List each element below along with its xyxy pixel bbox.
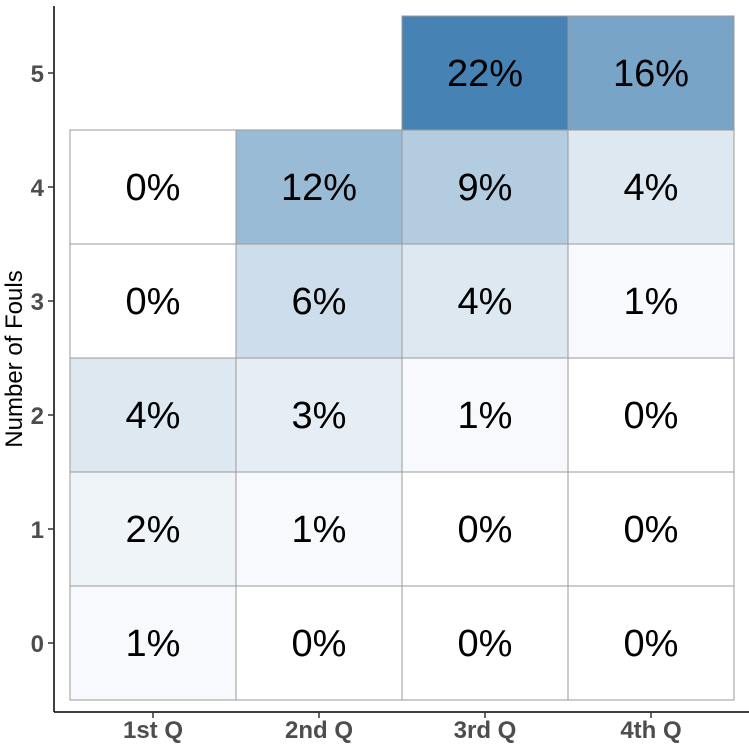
y-axis-ticks: 0 1 2 3 4 5 — [31, 61, 54, 658]
heatmap-cell — [69, 471, 237, 587]
x-axis-ticks: 1st Q 2nd Q 3rd Q 4th Q — [123, 712, 682, 744]
cell-value-label: 9% — [458, 167, 513, 209]
heatmap-cell — [69, 129, 237, 245]
cell-value-label: 0% — [458, 509, 513, 551]
cell-value-label: 1% — [126, 623, 181, 665]
heatmap-cell — [567, 243, 735, 359]
cell-value-label: 0% — [126, 167, 181, 209]
cell-value-label: 12% — [281, 167, 357, 209]
heatmap-cell — [567, 357, 735, 473]
heatmap-cell — [567, 585, 735, 701]
cell-value-label: 0% — [624, 509, 679, 551]
y-axis-title: Number of Fouls — [1, 270, 28, 447]
cell-value-label: 4% — [458, 281, 513, 323]
heatmap-cell — [235, 357, 403, 473]
heatmap-cell — [401, 471, 569, 587]
heatmap-cell — [69, 243, 237, 359]
heatmap-cell — [567, 129, 735, 245]
heatmap-cells — [69, 15, 735, 701]
cell-value-label: 1% — [458, 395, 513, 437]
heatmap-cell — [235, 129, 403, 245]
cell-value-label: 2% — [126, 509, 181, 551]
cell-value-label: 3% — [292, 395, 347, 437]
y-tick-label: 0 — [31, 631, 44, 658]
y-tick-label: 5 — [31, 61, 44, 88]
cell-value-label: 6% — [292, 281, 347, 323]
y-tick-label: 3 — [31, 289, 44, 316]
x-tick-label: 2nd Q — [285, 717, 353, 744]
cell-value-label: 1% — [624, 281, 679, 323]
heatmap-cell — [401, 243, 569, 359]
y-tick-label: 2 — [31, 403, 44, 430]
cell-value-label: 4% — [126, 395, 181, 437]
cell-value-label: 0% — [624, 623, 679, 665]
heatmap-cell — [401, 129, 569, 245]
cell-value-label: 0% — [292, 623, 347, 665]
y-tick-label: 1 — [31, 517, 44, 544]
cell-value-label: 22% — [447, 53, 523, 95]
heatmap-cell — [69, 357, 237, 473]
cell-value-label: 4% — [624, 167, 679, 209]
cell-value-labels: 1% 0% 0% 0% 2% 1% 0% 0% 4% 3% 1% 0% 0% 6% 4% 1% 0% 12% 9% 4… — [126, 53, 689, 665]
y-tick-label: 4 — [31, 175, 45, 202]
heatmap-cell — [401, 15, 569, 131]
x-tick-label: 4th Q — [620, 717, 681, 744]
cell-value-label: 1% — [292, 509, 347, 551]
cell-value-label: 0% — [624, 395, 679, 437]
cell-value-label: 0% — [458, 623, 513, 665]
heatmap-cell — [567, 15, 735, 131]
cell-value-label: 0% — [126, 281, 181, 323]
heatmap-cell — [567, 471, 735, 587]
cell-value-label: 16% — [613, 53, 689, 95]
heatmap-cell — [235, 585, 403, 701]
heatmap-cell — [69, 585, 237, 701]
heatmap-cell — [235, 471, 403, 587]
x-tick-label: 3rd Q — [454, 717, 517, 744]
x-tick-label: 1st Q — [123, 717, 183, 744]
